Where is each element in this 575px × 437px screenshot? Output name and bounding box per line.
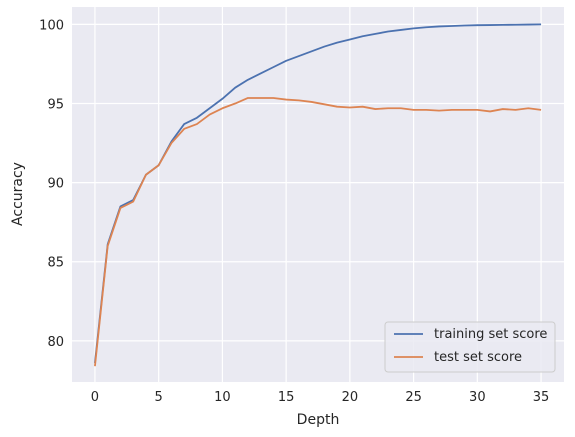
x-tick-label: 0 — [91, 390, 99, 405]
y-tick-label: 100 — [39, 18, 64, 33]
tick-labels: 0 5 10 15 20 25 30 35 80 85 90 95 100 — [39, 18, 549, 405]
series-line-1 — [94, 97, 542, 367]
x-tick-label: 20 — [342, 390, 359, 405]
x-tick-label: 30 — [469, 390, 486, 405]
x-tick-label: 25 — [405, 390, 422, 405]
x-tick-label: 35 — [533, 390, 550, 405]
x-tick-label: 5 — [155, 390, 163, 405]
x-axis-label: Depth — [297, 412, 340, 428]
y-tick-label: 90 — [47, 177, 64, 192]
x-tick-label: 15 — [278, 390, 295, 405]
series-lines — [94, 23, 542, 367]
y-tick-label: 95 — [47, 98, 64, 113]
x-tick-label: 10 — [214, 390, 231, 405]
legend-box — [384, 321, 556, 373]
grid-lines — [72, 7, 564, 382]
legend-label-test: test set score — [434, 350, 522, 365]
legend-label-training: training set score — [434, 327, 547, 342]
y-tick-label: 85 — [47, 256, 64, 271]
y-axis-label: Accuracy — [10, 162, 26, 226]
plot-area — [72, 7, 564, 382]
y-tick-label: 80 — [47, 335, 64, 350]
legend: training set score test set score — [384, 321, 556, 373]
